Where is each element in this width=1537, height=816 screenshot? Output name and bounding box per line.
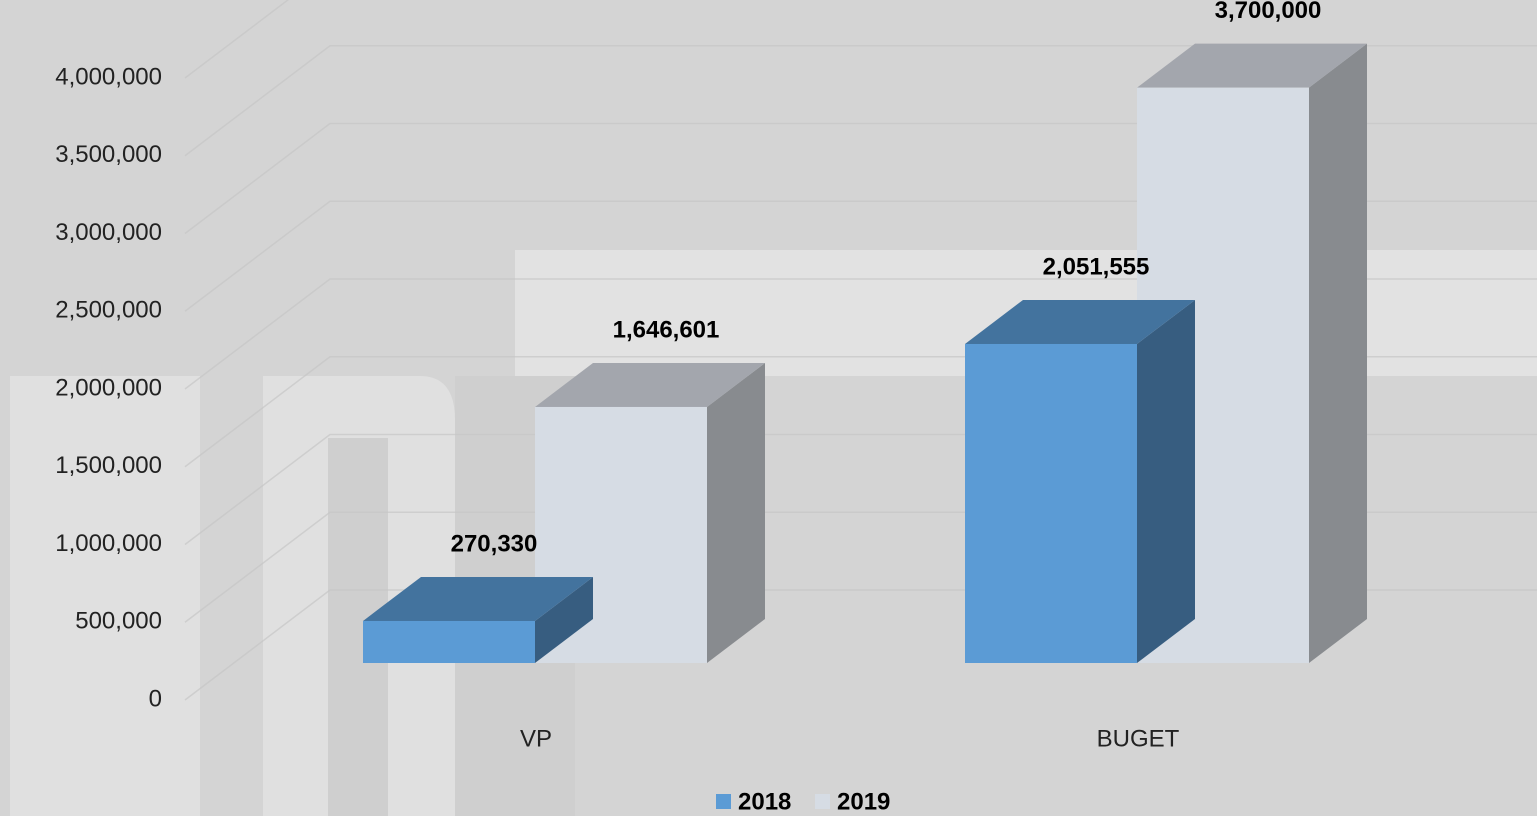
bar-top	[363, 576, 593, 621]
y-tick-label: 1,000,000	[55, 530, 162, 557]
legend-swatch	[815, 794, 830, 809]
bar-side	[535, 576, 593, 663]
grid-line	[184, 278, 1537, 390]
y-tick-label: 0	[149, 685, 162, 712]
data-label: 3,700,000	[1215, 0, 1322, 24]
y-tick-label: 3,500,000	[55, 141, 162, 168]
data-label: 1,646,601	[613, 316, 720, 343]
y-tick-label: 2,000,000	[55, 374, 162, 401]
bar-top	[965, 299, 1195, 344]
bar-side	[1137, 299, 1195, 663]
bar-side	[1309, 43, 1367, 663]
bar-top	[535, 362, 765, 407]
grid-line	[184, 0, 290, 79]
watermark	[263, 376, 455, 816]
grid-line	[184, 200, 1537, 312]
y-tick-label: 500,000	[75, 608, 162, 635]
watermark	[10, 376, 200, 816]
y-tick-label: 4,000,000	[55, 63, 162, 90]
data-label: 2,051,555	[1043, 253, 1150, 280]
x-tick-label: VP	[520, 725, 552, 752]
data-label: 270,330	[451, 530, 538, 557]
bar	[363, 620, 535, 663]
grid-line	[184, 45, 1537, 157]
y-tick-label: 2,500,000	[55, 297, 162, 324]
bar-top	[1137, 43, 1367, 88]
legend-label: 2018	[738, 788, 791, 815]
x-tick-label: BUGET	[1097, 725, 1180, 752]
bar	[965, 343, 1137, 663]
grid-line	[184, 122, 1537, 235]
bar-side	[707, 362, 765, 663]
legend-swatch	[716, 794, 731, 809]
y-tick-label: 1,500,000	[55, 452, 162, 479]
y-tick-label: 3,000,000	[55, 219, 162, 246]
legend-label: 2019	[837, 788, 890, 815]
